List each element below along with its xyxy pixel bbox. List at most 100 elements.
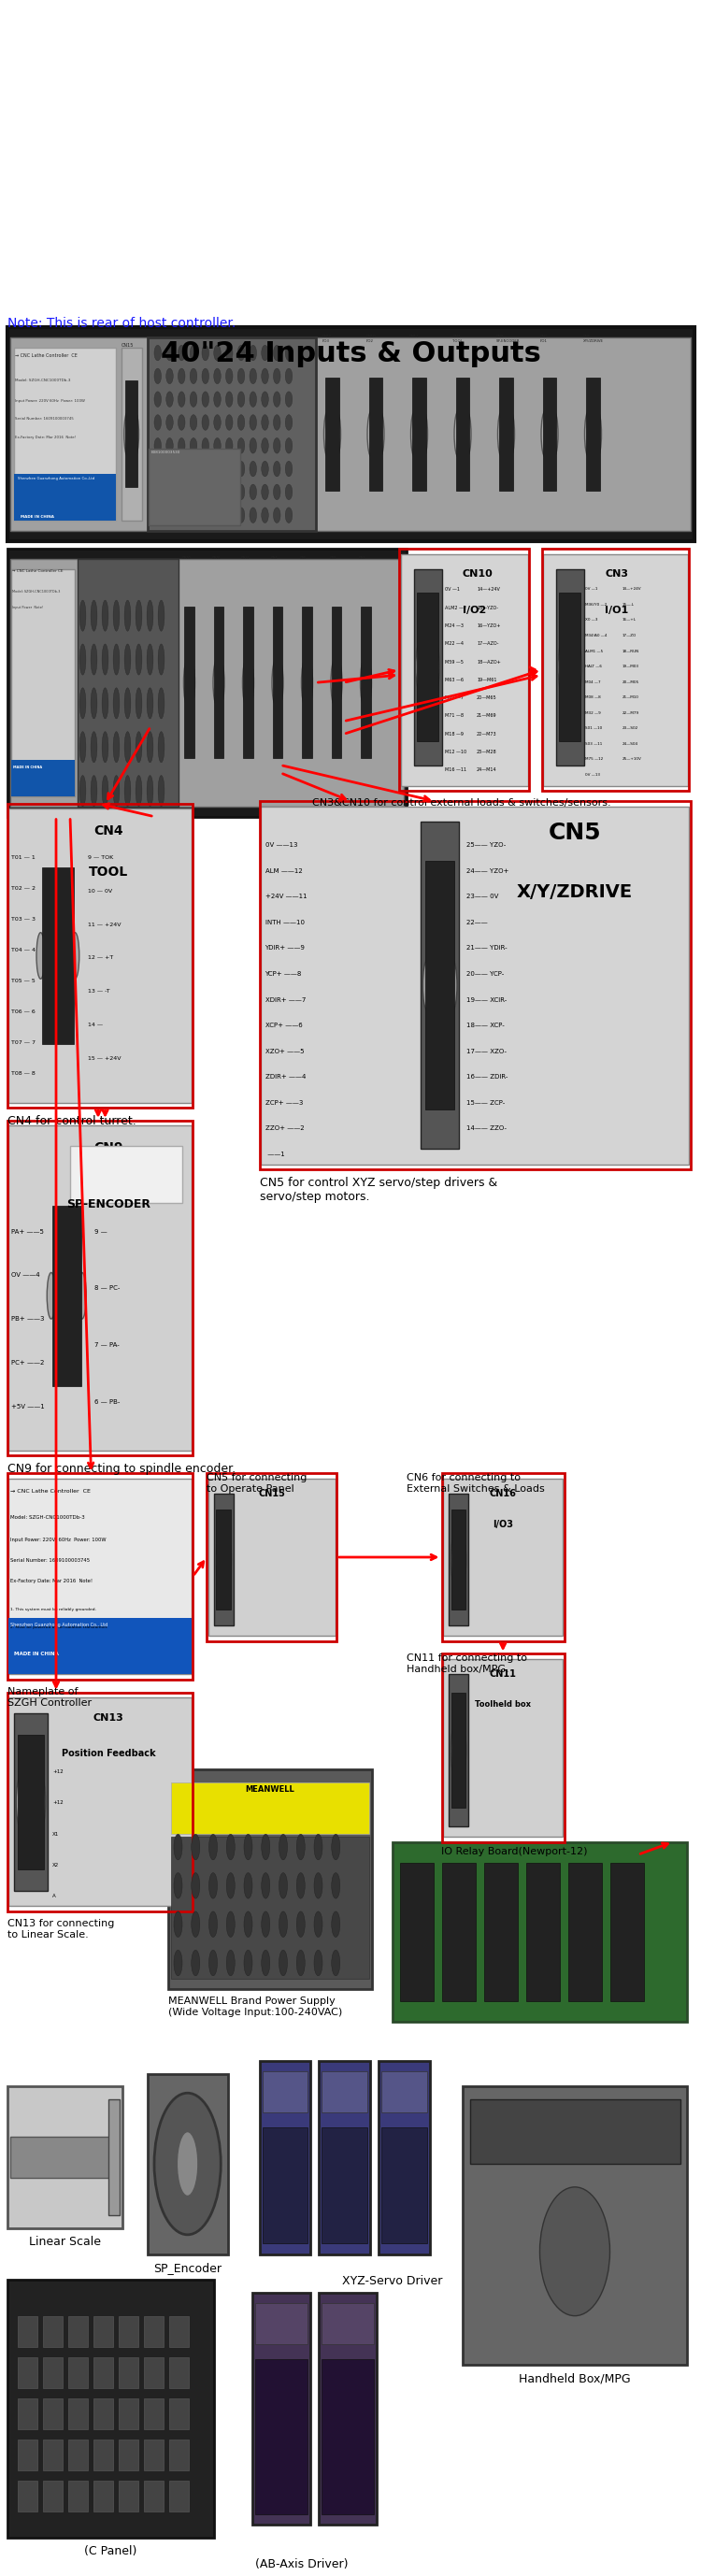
Ellipse shape xyxy=(78,1273,86,1319)
Ellipse shape xyxy=(301,659,310,706)
Ellipse shape xyxy=(166,345,173,361)
Ellipse shape xyxy=(178,507,185,523)
Text: INTH ——10: INTH ——10 xyxy=(265,920,304,925)
Ellipse shape xyxy=(158,644,164,675)
Bar xyxy=(7,549,407,817)
Bar xyxy=(18,2439,37,2470)
Bar xyxy=(442,1654,564,1842)
Bar xyxy=(93,2316,113,2347)
Text: CN13 for connecting
to Linear Scale.: CN13 for connecting to Linear Scale. xyxy=(7,1919,114,1940)
Text: 6 — PB-: 6 — PB- xyxy=(95,1399,121,1404)
Bar xyxy=(412,376,426,492)
Bar xyxy=(359,574,373,791)
Bar xyxy=(147,337,315,531)
Ellipse shape xyxy=(202,415,209,430)
Bar xyxy=(271,574,285,791)
Ellipse shape xyxy=(297,1873,305,1899)
Text: CN9: CN9 xyxy=(329,556,336,559)
Text: 13 — -T: 13 — -T xyxy=(88,989,109,994)
Text: M24 —3: M24 —3 xyxy=(445,623,464,629)
Ellipse shape xyxy=(166,461,173,477)
Text: Linear Scale: Linear Scale xyxy=(29,2236,101,2249)
Bar xyxy=(118,2398,138,2429)
Ellipse shape xyxy=(261,484,268,500)
Text: CN6 for connecting to
External Switches & Loads: CN6 for connecting to External Switches … xyxy=(407,1473,545,1494)
Ellipse shape xyxy=(158,600,164,631)
Bar xyxy=(542,549,689,791)
Ellipse shape xyxy=(226,415,233,430)
Text: CN9 for connecting to spindle encoder.: CN9 for connecting to spindle encoder. xyxy=(7,1463,235,1476)
Bar xyxy=(68,2439,88,2470)
Ellipse shape xyxy=(214,415,221,430)
Ellipse shape xyxy=(226,461,233,477)
Ellipse shape xyxy=(304,659,313,706)
Ellipse shape xyxy=(174,1950,182,1976)
Bar xyxy=(169,2481,189,2512)
Ellipse shape xyxy=(174,1834,182,1860)
Bar xyxy=(329,574,343,791)
Text: CN13: CN13 xyxy=(93,1713,124,1723)
Bar xyxy=(18,2481,37,2512)
Ellipse shape xyxy=(102,688,108,719)
Text: 9 —: 9 — xyxy=(95,1229,109,1234)
Ellipse shape xyxy=(147,775,153,806)
Text: 21—M69: 21—M69 xyxy=(477,714,497,719)
Ellipse shape xyxy=(261,507,268,523)
Ellipse shape xyxy=(498,412,506,459)
Ellipse shape xyxy=(226,1834,235,1860)
Text: CN3
I/O1: CN3 I/O1 xyxy=(540,335,547,343)
Ellipse shape xyxy=(91,644,97,675)
Bar xyxy=(526,1862,559,2002)
Ellipse shape xyxy=(209,1950,217,1976)
Bar xyxy=(149,448,240,526)
Ellipse shape xyxy=(125,732,130,762)
Ellipse shape xyxy=(279,1834,287,1860)
Text: PB+ ——3: PB+ ——3 xyxy=(11,1316,44,1321)
Bar xyxy=(14,348,116,520)
Bar xyxy=(147,2074,228,2254)
Ellipse shape xyxy=(166,438,173,453)
Bar xyxy=(43,2357,62,2388)
Bar xyxy=(144,2316,163,2347)
Bar xyxy=(499,376,513,492)
Text: MEANWELL Brand Power Supply
(Wide Voltage Input:100-240VAC): MEANWELL Brand Power Supply (Wide Voltag… xyxy=(168,1996,342,2017)
Bar xyxy=(300,574,314,791)
Text: Serial Number: 1609100003745: Serial Number: 1609100003745 xyxy=(11,1558,90,1564)
Ellipse shape xyxy=(279,1911,287,1937)
Ellipse shape xyxy=(186,659,195,706)
Text: 0V —13: 0V —13 xyxy=(585,773,600,775)
Text: MADE IN CHINA: MADE IN CHINA xyxy=(21,515,55,518)
Text: 24—M14: 24—M14 xyxy=(477,768,497,773)
Bar xyxy=(171,1837,369,1978)
Text: XCP+ ——6: XCP+ ——6 xyxy=(265,1023,302,1028)
Ellipse shape xyxy=(261,368,268,384)
Ellipse shape xyxy=(285,461,292,477)
Bar xyxy=(118,2316,138,2347)
Text: 20—M65: 20—M65 xyxy=(477,696,497,701)
Text: S01 —10: S01 —10 xyxy=(585,726,602,729)
Ellipse shape xyxy=(79,688,86,719)
Ellipse shape xyxy=(244,1873,252,1899)
Ellipse shape xyxy=(273,438,280,453)
Bar xyxy=(168,1770,372,1989)
Bar xyxy=(255,2360,307,2514)
Text: 23—M28: 23—M28 xyxy=(477,750,497,755)
Ellipse shape xyxy=(506,412,515,459)
Ellipse shape xyxy=(273,484,280,500)
Ellipse shape xyxy=(16,1777,26,1829)
Text: Model: SZGH-CNC1000TDb-3: Model: SZGH-CNC1000TDb-3 xyxy=(12,590,60,592)
Bar xyxy=(322,2128,367,2244)
Text: 17—— XZO-: 17—— XZO- xyxy=(466,1048,506,1054)
Text: M67 —7: M67 —7 xyxy=(445,696,464,701)
Ellipse shape xyxy=(238,438,245,453)
Text: 0V —1: 0V —1 xyxy=(585,587,598,590)
Ellipse shape xyxy=(91,775,97,806)
Ellipse shape xyxy=(125,644,130,675)
Bar xyxy=(46,1167,88,1425)
Ellipse shape xyxy=(166,392,173,407)
Bar xyxy=(70,1146,182,1203)
Text: XZO+ ——5: XZO+ ——5 xyxy=(265,1048,304,1054)
Ellipse shape xyxy=(314,1911,322,1937)
Text: 40"24 Inputs & Outputs: 40"24 Inputs & Outputs xyxy=(161,340,540,368)
Ellipse shape xyxy=(191,1834,200,1860)
